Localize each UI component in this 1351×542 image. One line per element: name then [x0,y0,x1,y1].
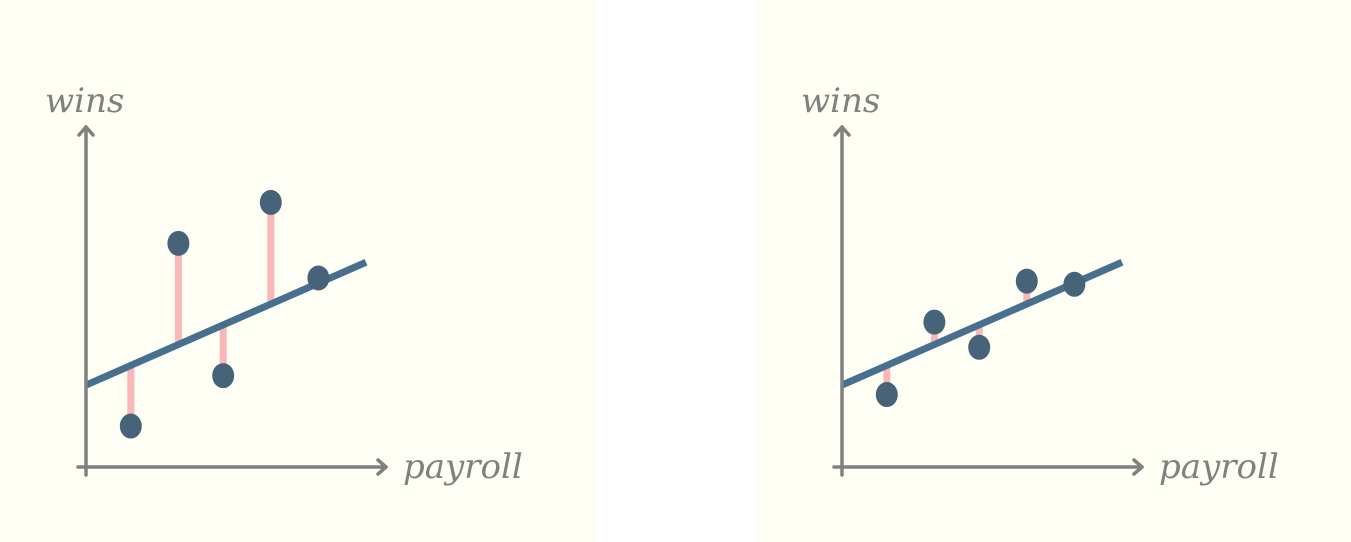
plot-background [0,0,595,542]
data-point-4 [1015,268,1038,294]
data-point-2 [167,230,190,256]
axes-layer [832,125,1144,477]
data-point-5 [307,265,330,291]
x-axis-label: payroll [403,447,523,487]
y-axis-label: wins [45,81,124,121]
y-axis-arrow-icon [77,125,95,137]
data-point-2 [923,309,946,335]
data-point-3 [212,363,235,389]
left-chart-panel: wins payroll [0,0,595,542]
data-point-1 [875,382,898,408]
points-layer [875,268,1086,408]
left-scatter-plot: wins payroll [0,0,595,542]
data-point-1 [119,413,142,439]
y-axis-label: wins [801,81,880,121]
x-axis-arrow-icon [376,458,388,476]
right-chart-panel: wins payroll [756,0,1351,542]
right-scatter-plot: wins payroll [756,0,1351,542]
data-point-5 [1063,271,1086,297]
plot-background [756,0,1351,542]
y-axis-arrow-icon [833,125,851,137]
points-layer [119,189,330,439]
data-point-3 [968,334,991,360]
x-axis-label: payroll [1159,447,1279,487]
axes-layer [76,125,388,477]
x-axis-arrow-icon [1132,458,1144,476]
data-point-4 [259,189,282,215]
